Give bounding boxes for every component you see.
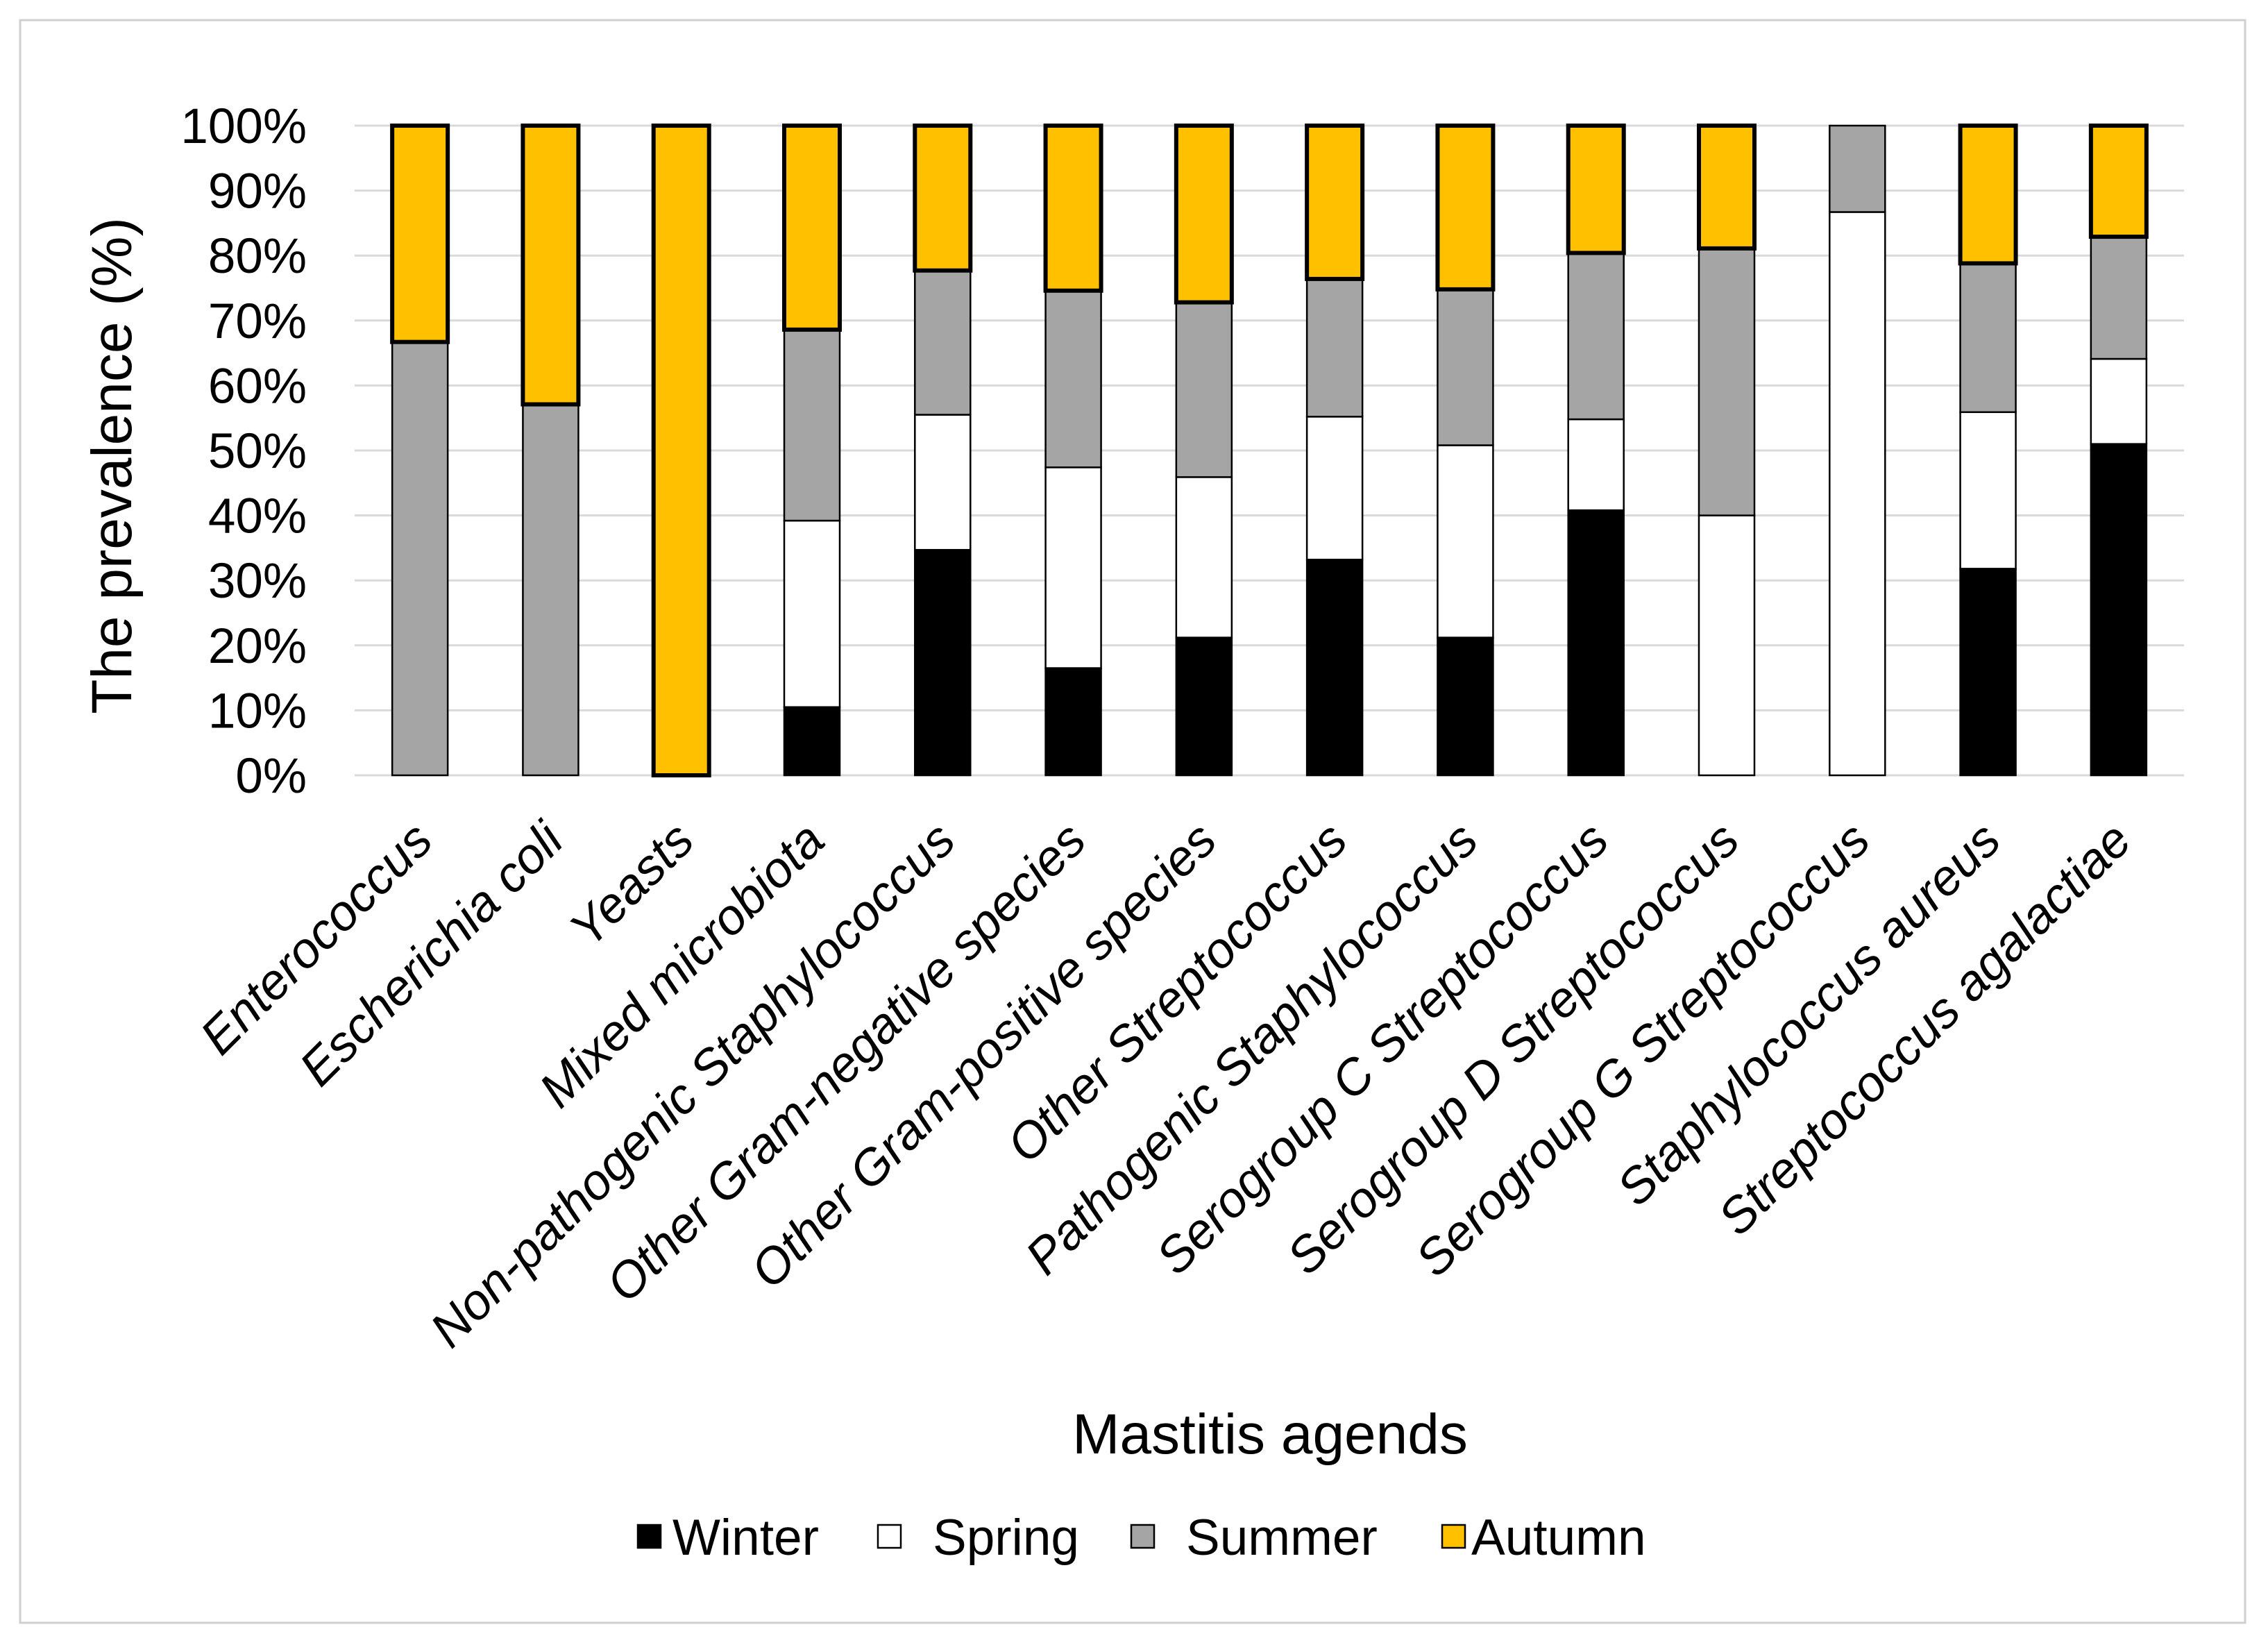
bar-autumn [1566,124,1626,255]
y-axis-tick-labels: 0% 10% 20% 30% 40% 50% 60% 70% 80% 90% 100% [180,99,307,804]
bar-summer [2090,235,2148,360]
bar-winter [1959,568,2017,777]
legend-label: Summer [1186,1510,1378,1566]
bar-summer [1698,247,1756,516]
bars [390,124,2149,777]
legend-item-summer: Summer [1130,1510,1378,1566]
y-tick-label: 100% [180,99,307,154]
y-tick-label: 40% [208,489,307,544]
bar-spring [1305,416,1364,561]
bar-autumn [1958,124,2018,266]
y-axis-title: The prevalence (%) [81,217,144,714]
bar-spring [783,519,841,708]
bar-spring [1698,514,1756,777]
bar-summer [1044,289,1102,469]
bar-spring [1437,444,1494,639]
y-tick-label: 50% [208,424,307,479]
bar-autumn [1435,124,1496,292]
bar-winter [1437,636,1494,777]
bar-autumn [1305,124,1365,281]
bar-winter [1044,667,1102,777]
chart-border [19,19,2246,1624]
bar-summer [391,341,449,777]
bar-spring [1959,411,2017,570]
y-tick-label: 70% [208,294,307,349]
bar-summer [1175,301,1233,478]
bar-spring [914,414,972,551]
bar-autumn [1697,124,1757,251]
bar-winter [1305,558,1364,777]
bar-summer [783,328,841,522]
bar-autumn [2088,124,2149,239]
legend-item-autumn: Autumn [1441,1510,1646,1566]
y-tick-label: 60% [208,359,307,414]
bar-spring [2090,357,2148,445]
y-tick-label: 30% [208,554,307,609]
bar-autumn [390,124,450,344]
legend-item-spring: Spring [877,1510,1079,1566]
bar-winter [783,706,841,777]
bar-winter [2090,443,2148,777]
y-tick-label: 80% [208,229,307,284]
bar-summer [914,269,972,416]
legend-swatch [1130,1524,1156,1549]
bar-winter [1567,509,1625,777]
y-tick-label: 0% [235,749,307,804]
legend-item-winter: Winter [636,1510,819,1566]
bar-winter [914,548,972,777]
y-tick-label: 20% [208,619,307,674]
legend: Winter Spring Summer Autumn [636,1510,1646,1566]
bar-summer [1959,262,2017,414]
bar-spring [1044,466,1102,669]
bar-autumn [782,124,842,332]
bar-autumn [1174,124,1234,305]
bar-summer [1305,278,1364,418]
bar-spring [1175,476,1233,639]
legend-label: Winter [672,1510,819,1566]
bar-summer [1567,252,1625,421]
legend-label: Spring [933,1510,1079,1566]
bar-autumn [521,124,581,407]
bar-autumn [1043,124,1103,293]
bar-spring [1829,211,1886,777]
bar-summer [522,403,579,777]
bar-autumn [913,124,973,273]
y-tick-label: 10% [208,684,307,739]
x-axis-title: Mastitis agends [1072,1403,1468,1466]
y-tick-label: 90% [208,164,307,219]
bar-summer [1437,288,1494,446]
legend-swatch [877,1524,902,1549]
legend-label: Autumn [1471,1510,1646,1566]
bar-summer [1829,124,1886,213]
bar-winter [1175,636,1233,777]
bar-autumn [651,124,711,777]
legend-swatch [636,1524,662,1549]
legend-swatch [1441,1524,1466,1549]
bar-spring [1567,418,1625,512]
